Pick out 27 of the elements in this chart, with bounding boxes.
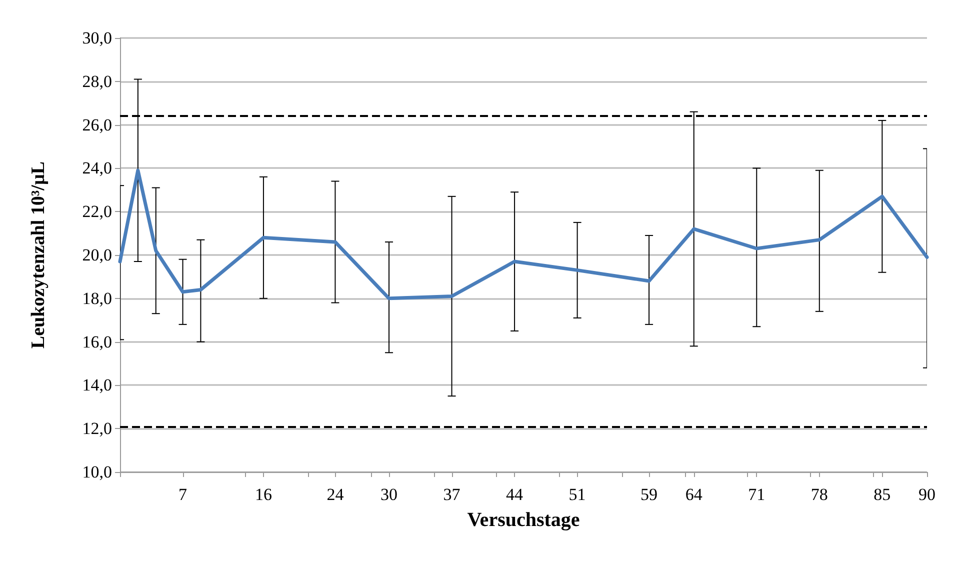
- y-tick-label: 24,0: [82, 158, 112, 178]
- x-tick-label: 51: [568, 485, 586, 504]
- x-tick-label: 71: [748, 485, 766, 504]
- x-tick-label: 24: [326, 485, 344, 504]
- line-series: [118, 168, 929, 300]
- x-tick-label: 85: [874, 485, 891, 504]
- y-tick-label: 20,0: [82, 246, 112, 264]
- x-tick-label: 64: [685, 485, 703, 504]
- y-tick-label: 30,0: [82, 28, 112, 48]
- x-tick-label: 37: [443, 485, 461, 504]
- y-tick-label: 22,0: [82, 202, 112, 222]
- x-tick-label: 59: [640, 485, 658, 504]
- y-tick-label: 12,0: [82, 419, 112, 438]
- y-axis-title: Leukozytenzahl 10³/µL: [28, 161, 49, 349]
- x-tick-label: 78: [810, 485, 828, 504]
- y-tick-label: 18,0: [82, 288, 112, 308]
- x-tick-label: 90: [918, 485, 936, 504]
- y-tick-label: 10,0: [82, 462, 112, 482]
- y-tick-label: 28,0: [82, 72, 112, 91]
- y-tick-label: 14,0: [82, 376, 112, 395]
- x-tick-label: 44: [506, 485, 524, 504]
- x-tick-label: 16: [254, 485, 272, 504]
- y-tick-label: 16,0: [82, 332, 112, 352]
- x-tick-label: 30: [380, 485, 398, 504]
- x-axis-title: Versuchstage: [467, 509, 580, 531]
- y-tick-label: 26,0: [82, 115, 112, 134]
- x-tick-label: 7: [178, 485, 188, 504]
